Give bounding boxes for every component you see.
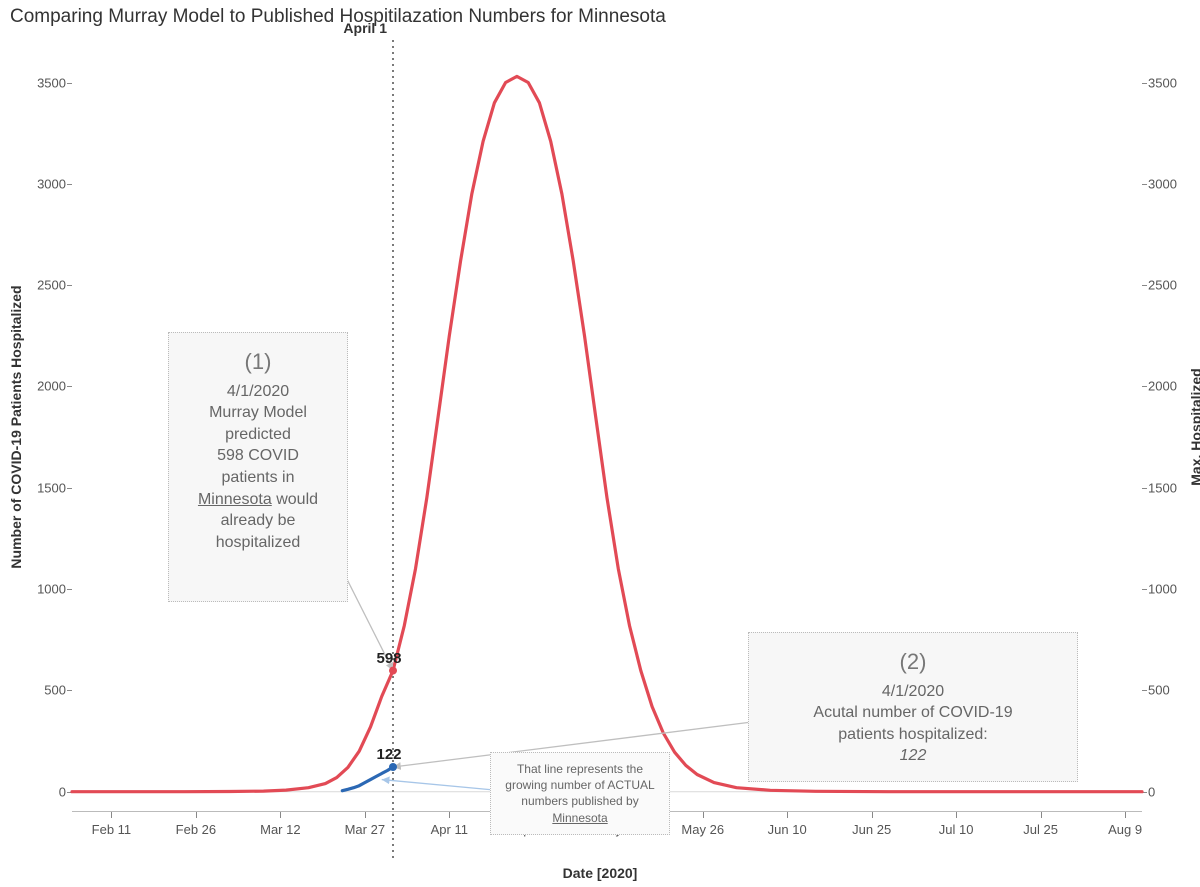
x-tick: Feb 26 <box>176 822 216 837</box>
x-tick: Jun 25 <box>852 822 891 837</box>
y-tick-left: 2500 <box>37 278 66 293</box>
y-tick-right: 1500 <box>1148 480 1177 495</box>
y-tick-right: 500 <box>1148 683 1170 698</box>
x-tick: Jul 10 <box>939 822 974 837</box>
series-actual <box>342 767 393 791</box>
y-tick-left: 2000 <box>37 379 66 394</box>
point-marker <box>389 763 397 771</box>
chart-container: Comparing Murray Model to Published Hosp… <box>0 0 1200 887</box>
y-tick-left: 3500 <box>37 75 66 90</box>
y-tick-left: 1500 <box>37 480 66 495</box>
y-tick-left: 500 <box>44 683 66 698</box>
x-tick: Jul 25 <box>1023 822 1058 837</box>
point-label: 122 <box>376 746 401 763</box>
y-tick-left: 0 <box>59 784 66 799</box>
y-tick-right: 2000 <box>1148 379 1177 394</box>
annotation-box-3: That line represents thegrowing number o… <box>490 752 670 835</box>
y-axis-right: 0 500 1000 1500 2000 2500 3000 3500 <box>1142 42 1200 812</box>
y-tick-left: 1000 <box>37 582 66 597</box>
reference-line-label: April 1 <box>343 20 387 36</box>
point-marker <box>389 667 397 675</box>
x-axis-label: Date [2020] <box>0 865 1200 881</box>
plot-area: April 1598122(1)4/1/2020Murray Modelpred… <box>72 42 1142 812</box>
y-tick-right: 0 <box>1148 784 1155 799</box>
x-tick: Feb 11 <box>92 822 132 837</box>
x-tick: Aug 9 <box>1108 822 1142 837</box>
callout-line <box>382 780 494 790</box>
y-tick-right: 2500 <box>1148 278 1177 293</box>
annotation-box-2: (2)4/1/2020Acutal number of COVID-19pati… <box>748 632 1078 782</box>
x-tick: Jun 10 <box>768 822 807 837</box>
x-tick: Apr 11 <box>431 822 468 837</box>
y-tick-right: 1000 <box>1148 582 1177 597</box>
y-tick-right: 3000 <box>1148 176 1177 191</box>
point-label: 598 <box>376 650 401 667</box>
x-tick: May 26 <box>681 822 724 837</box>
y-tick-left: 3000 <box>37 176 66 191</box>
y-axis-left: 0 500 1000 1500 2000 2500 3000 3500 <box>0 42 72 812</box>
y-tick-right: 3500 <box>1148 75 1177 90</box>
chart-title: Comparing Murray Model to Published Hosp… <box>10 6 666 28</box>
annotation-box-1: (1)4/1/2020Murray Modelpredicted598 COVI… <box>168 332 348 602</box>
x-tick: Mar 27 <box>345 822 385 837</box>
x-tick: Mar 12 <box>260 822 300 837</box>
